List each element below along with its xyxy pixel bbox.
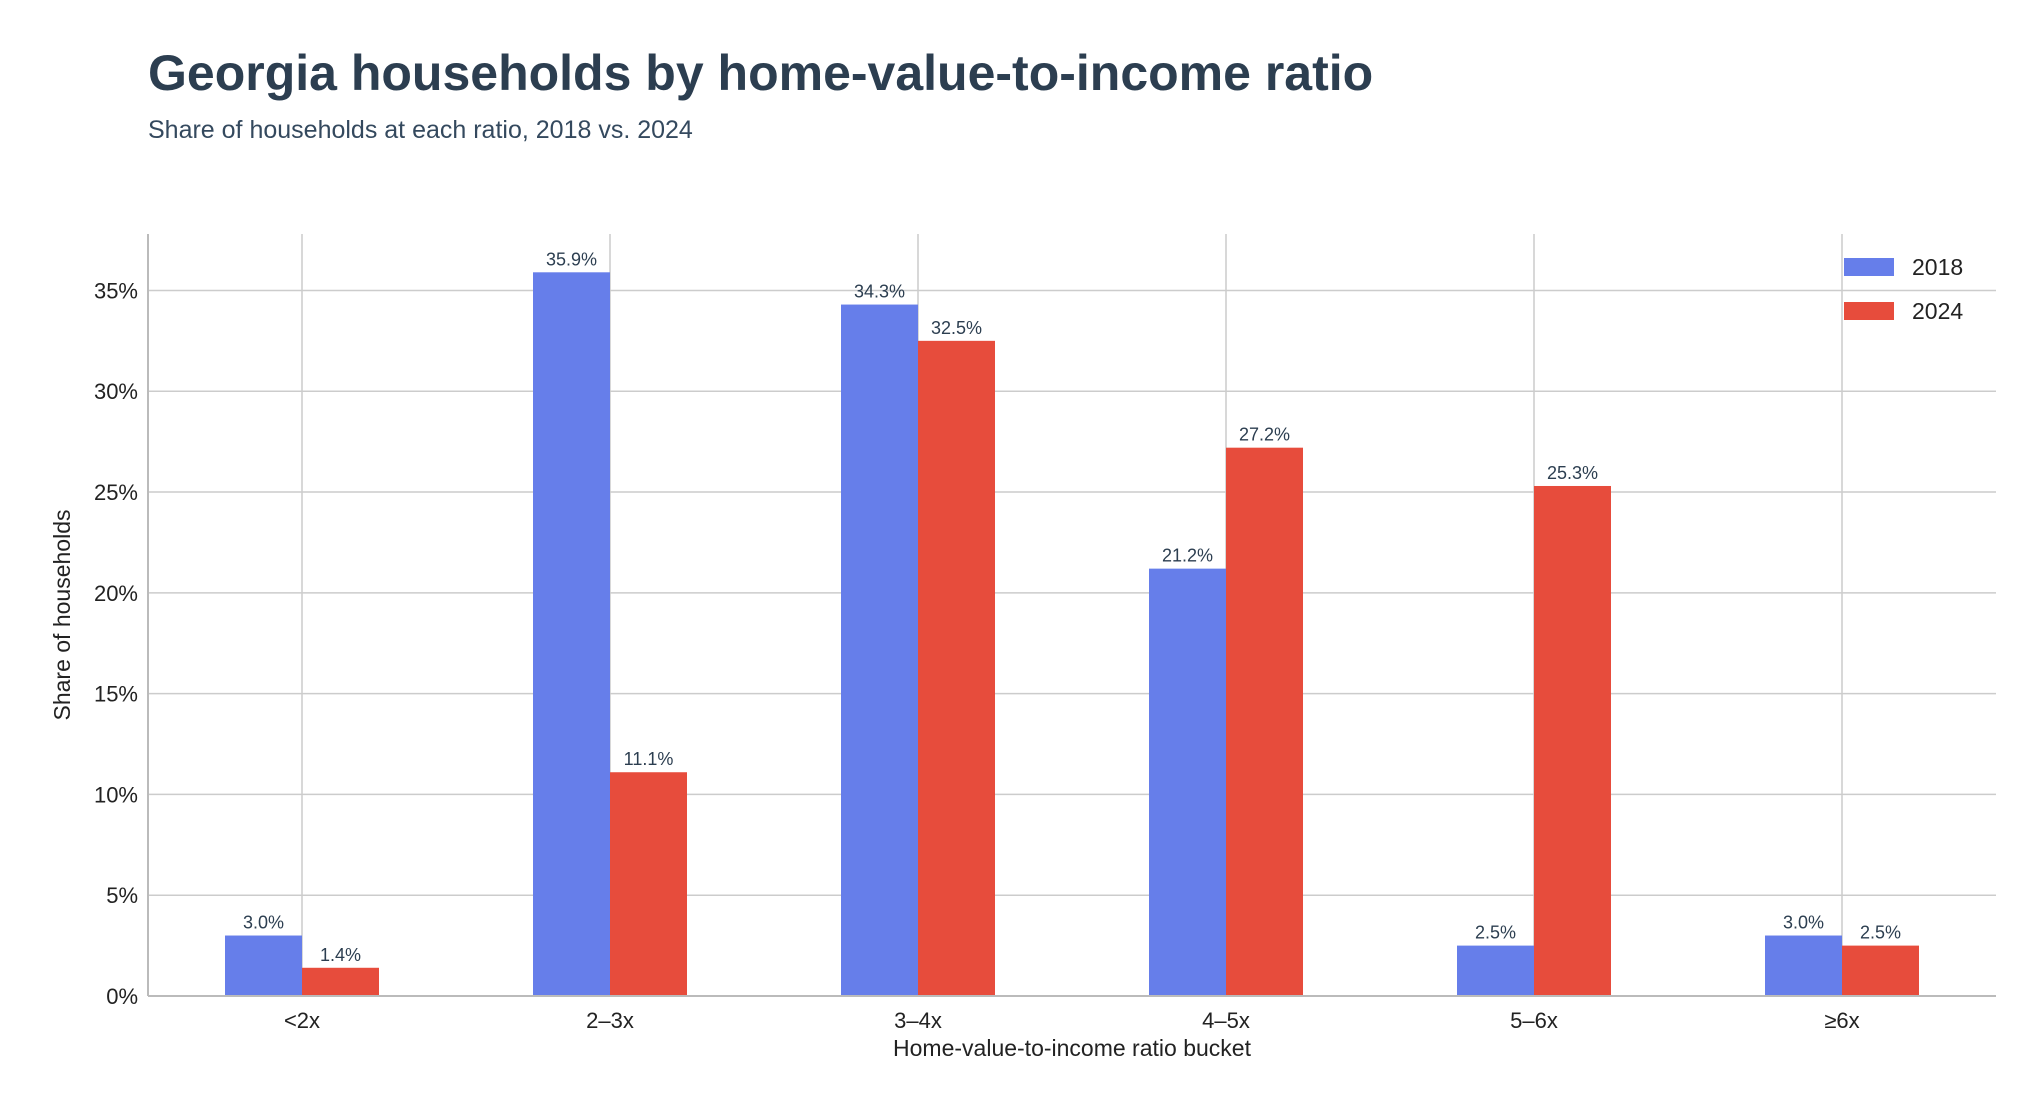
legend: 2018 2024 xyxy=(1844,254,1963,324)
bar-2024-1 xyxy=(610,772,687,996)
bar-2018-5 xyxy=(1765,935,1842,996)
bar-2018-3 xyxy=(1149,568,1226,996)
axes xyxy=(147,234,1996,997)
y-tick-label: 25% xyxy=(94,480,138,505)
bar-2024-4 xyxy=(1534,485,1611,996)
x-axis-label: Home-value-to-income ratio bucket xyxy=(893,1035,1252,1061)
x-tick-label: ≥6x xyxy=(1824,1008,1859,1033)
y-tick-label: 0% xyxy=(106,984,138,1009)
grid-lines xyxy=(148,234,1996,996)
bars xyxy=(225,272,1919,997)
chart-title: Georgia households by home-value-to-inco… xyxy=(148,45,1374,101)
bar-2018-4 xyxy=(1457,945,1534,996)
bar-value-label: 1.4% xyxy=(320,945,361,965)
bar-2024-5 xyxy=(1842,945,1919,996)
legend-swatch-2018 xyxy=(1844,258,1894,276)
bar-value-label: 34.3% xyxy=(854,282,905,302)
bar-value-label: 2.5% xyxy=(1475,923,1516,943)
bar-2018-0 xyxy=(225,935,302,996)
bar-value-label: 3.0% xyxy=(1783,913,1824,933)
x-tick-label: 3–4x xyxy=(894,1008,942,1033)
x-tick-labels: <2x 2–3x 3–4x 4–5x 5–6x ≥6x xyxy=(284,1008,1860,1033)
x-tick-label: 4–5x xyxy=(1202,1008,1250,1033)
y-tick-labels: 0% 5% 10% 15% 20% 25% 30% 35% xyxy=(94,278,138,1009)
x-tick-label: 2–3x xyxy=(586,1008,634,1033)
y-tick-label: 30% xyxy=(94,379,138,404)
bar-value-label: 25.3% xyxy=(1547,463,1598,483)
bar-2018-2 xyxy=(841,304,918,996)
bar-value-label: 27.2% xyxy=(1239,425,1290,445)
y-tick-label: 5% xyxy=(106,883,138,908)
bar-value-label: 2.5% xyxy=(1860,923,1901,943)
bar-value-label: 3.0% xyxy=(243,913,284,933)
x-tick-label: <2x xyxy=(284,1008,320,1033)
y-tick-label: 15% xyxy=(94,682,138,707)
bar-value-label: 35.9% xyxy=(546,249,597,269)
y-tick-label: 20% xyxy=(94,581,138,606)
bar-2024-2 xyxy=(918,340,995,996)
bar-value-labels: 3.0% 1.4% 35.9% 11.1% 34.3% 32.5% 21.2% 27.2% 2.… xyxy=(243,249,1901,964)
bar-value-label: 21.2% xyxy=(1162,546,1213,566)
legend-label-2024: 2024 xyxy=(1912,298,1963,324)
y-tick-label: 35% xyxy=(94,278,138,303)
legend-swatch-2024 xyxy=(1844,302,1894,320)
legend-label-2018: 2018 xyxy=(1912,254,1963,280)
chart-subtitle: Share of households at each ratio, 2018 … xyxy=(148,116,693,144)
x-tick-label: 5–6x xyxy=(1510,1008,1558,1033)
y-tick-label: 10% xyxy=(94,782,138,807)
bar-value-label: 32.5% xyxy=(931,318,982,338)
y-axis-label: Share of households xyxy=(49,510,75,721)
bar-2018-1 xyxy=(533,272,610,996)
bar-value-label: 11.1% xyxy=(624,749,674,769)
bar-2024-3 xyxy=(1226,447,1303,997)
bar-2024-0 xyxy=(302,967,379,996)
